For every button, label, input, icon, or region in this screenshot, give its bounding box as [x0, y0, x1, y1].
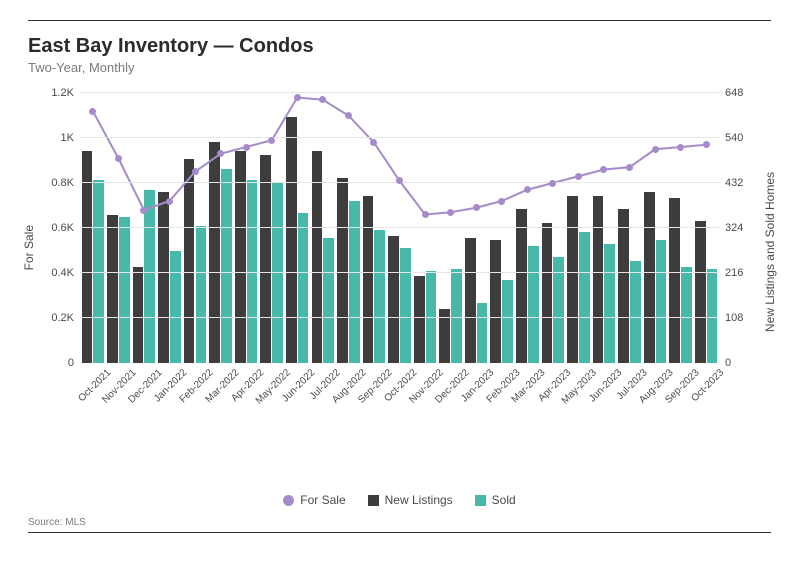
y-tick-right: 324 — [719, 222, 743, 234]
y-tick-right: 648 — [719, 87, 743, 99]
new-listings-swatch-icon — [368, 495, 379, 506]
y-tick-left: 1.2K — [40, 87, 80, 99]
y-tick-right: 540 — [719, 132, 743, 144]
for-sale-marker — [192, 168, 199, 175]
divider-bottom — [28, 532, 771, 533]
for-sale-marker — [140, 207, 147, 214]
y-tick-left: 0.8K — [40, 177, 80, 189]
for-sale-marker — [677, 144, 684, 151]
for-sale-marker — [524, 186, 531, 193]
chart-title: East Bay Inventory — Condos — [28, 35, 771, 58]
legend-label-sold: Sold — [492, 493, 516, 507]
chart-subtitle: Two-Year, Monthly — [28, 60, 771, 75]
for-sale-marker — [703, 141, 710, 148]
legend-item-new-listings: New Listings — [368, 493, 453, 507]
chart-card: East Bay Inventory — Condos Two-Year, Mo… — [0, 0, 799, 575]
legend-item-sold: Sold — [475, 493, 516, 507]
for-sale-marker — [268, 137, 275, 144]
for-sale-marker — [166, 198, 173, 205]
gridline — [80, 317, 719, 318]
y-axis-right-label: New Listings and Sold Homes — [763, 172, 777, 332]
y-tick-right: 108 — [719, 312, 743, 324]
gridline — [80, 227, 719, 228]
y-tick-right: 216 — [719, 267, 743, 279]
legend: For Sale New Listings Sold — [28, 493, 771, 507]
gridline — [80, 92, 719, 93]
plot-region: Oct-2021Nov-2021Dec-2021Jan-2022Feb-2022… — [80, 93, 719, 363]
y-tick-right: 432 — [719, 177, 743, 189]
chart-area: For Sale New Listings and Sold Homes Oct… — [28, 93, 771, 423]
source-label: Source: — [28, 517, 62, 528]
legend-item-for-sale: For Sale — [283, 493, 345, 507]
y-tick-left: 0.2K — [40, 312, 80, 324]
source-line: Source: MLS — [28, 517, 771, 528]
for-sale-marker — [575, 173, 582, 180]
for-sale-marker — [447, 209, 454, 216]
for-sale-line — [93, 98, 706, 215]
for-sale-marker — [243, 144, 250, 151]
for-sale-marker — [345, 112, 352, 119]
for-sale-swatch-icon — [283, 495, 294, 506]
legend-label-for-sale: For Sale — [300, 493, 345, 507]
y-tick-right: 0 — [719, 357, 731, 369]
y-tick-left: 1K — [40, 132, 80, 144]
y-tick-left: 0 — [40, 357, 80, 369]
y-tick-left: 0.6K — [40, 222, 80, 234]
for-sale-marker — [549, 180, 556, 187]
for-sale-marker — [422, 211, 429, 218]
legend-label-new-listings: New Listings — [385, 493, 453, 507]
for-sale-marker — [473, 204, 480, 211]
gridline — [80, 137, 719, 138]
sold-swatch-icon — [475, 495, 486, 506]
source-value: MLS — [65, 517, 86, 528]
y-axis-left-label: For Sale — [22, 225, 36, 270]
for-sale-marker — [89, 108, 96, 115]
divider-top — [28, 20, 771, 21]
for-sale-marker — [652, 146, 659, 153]
for-sale-marker — [115, 155, 122, 162]
for-sale-marker — [498, 198, 505, 205]
line-layer — [80, 93, 719, 363]
for-sale-marker — [294, 94, 301, 101]
gridline — [80, 272, 719, 273]
for-sale-marker — [626, 164, 633, 171]
y-tick-left: 0.4K — [40, 267, 80, 279]
